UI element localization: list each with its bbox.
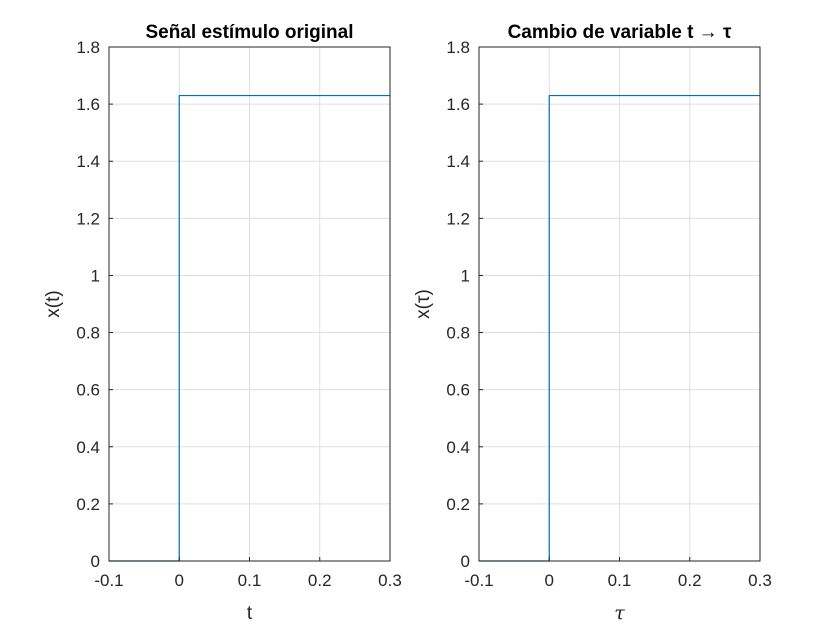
y-tick-label: 1 <box>91 266 100 285</box>
x-tick-label: 0.1 <box>238 571 262 590</box>
subplot-1: -0.1 0 0.1 0.2 0.3 00.20.40.60.811.21.41.61.… <box>43 22 402 624</box>
x-tick-label: 0.3 <box>378 571 402 590</box>
y-ticks-1: 0 0.2 0.4 0.6 0.8 1 1.2 1.4 1.6 1.8 <box>76 38 113 571</box>
x-tick-label: 0.3 <box>748 571 772 590</box>
y-tick-label: 1.4 <box>76 152 100 171</box>
y-tick-label: 0.6 <box>446 381 470 400</box>
y-ticks-2: 0 0.2 0.4 0.6 0.8 1 1.2 1.4 1.6 1.8 <box>446 38 483 571</box>
y-tick-label: 0 <box>461 552 470 571</box>
x-axis-label-2: τ <box>614 602 625 624</box>
x-tick-label: 0 <box>545 571 554 590</box>
subplot-2: -0.1 0 0.1 0.2 0.3 00.20.40.60.811.21.41.61.… <box>413 22 772 624</box>
x-tick-label: -0.1 <box>464 571 493 590</box>
y-tick-label: 1.2 <box>76 209 100 228</box>
y-tick-label: 0.4 <box>76 438 100 457</box>
y-tick-label: 1 <box>461 266 470 285</box>
x-ticks-1: -0.1 0 0.1 0.2 0.3 <box>94 557 402 590</box>
chart-title-1: Señal estímulo original <box>146 22 354 43</box>
y-tick-label: 0.2 <box>446 495 470 514</box>
x-tick-label: 0 <box>175 571 184 590</box>
y-tick-label: 0.2 <box>76 495 100 514</box>
y-axis-label-1: x(t) <box>43 290 64 317</box>
grid-2 <box>478 46 761 562</box>
chart-title-2: Cambio de variable t → τ <box>508 22 732 43</box>
y-tick-label: 1.8 <box>76 38 100 57</box>
x-tick-label: 0.2 <box>308 571 332 590</box>
y-axis-label-2: x(τ) <box>413 289 434 319</box>
y-tick-label: 0.6 <box>76 381 100 400</box>
grid-1 <box>108 46 391 562</box>
x-ticks-2: -0.1 0 0.1 0.2 0.3 <box>464 557 772 590</box>
y-tick-label: 1.4 <box>446 152 470 171</box>
y-tick-label: 1.6 <box>76 95 100 114</box>
y-tick-label: 1.8 <box>446 38 470 57</box>
y-tick-label: 0.4 <box>446 438 470 457</box>
y-tick-label: 1.6 <box>446 95 470 114</box>
y-tick-label: 0.8 <box>446 324 470 343</box>
x-tick-label: 0.2 <box>678 571 702 590</box>
x-tick-label: -0.1 <box>94 571 123 590</box>
x-axis-label-1: t <box>247 603 253 624</box>
x-tick-label: 0.1 <box>608 571 632 590</box>
y-tick-label: 0 <box>91 552 100 571</box>
y-tick-label: 1.2 <box>446 209 470 228</box>
y-tick-label: 0.8 <box>76 324 100 343</box>
